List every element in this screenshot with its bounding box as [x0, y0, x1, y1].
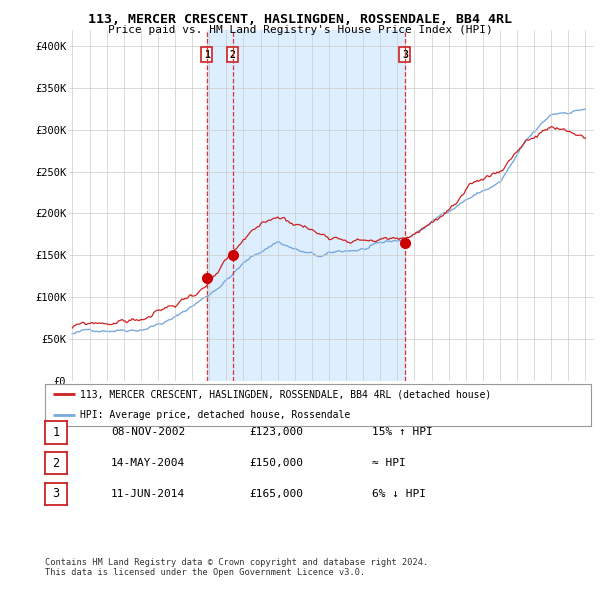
Text: 14-MAY-2004: 14-MAY-2004: [111, 458, 185, 468]
Text: 1: 1: [204, 50, 209, 60]
Text: 113, MERCER CRESCENT, HASLINGDEN, ROSSENDALE, BB4 4RL (detached house): 113, MERCER CRESCENT, HASLINGDEN, ROSSEN…: [80, 389, 492, 399]
Text: 113, MERCER CRESCENT, HASLINGDEN, ROSSENDALE, BB4 4RL: 113, MERCER CRESCENT, HASLINGDEN, ROSSEN…: [88, 13, 512, 26]
Text: £150,000: £150,000: [249, 458, 303, 468]
Text: Contains HM Land Registry data © Crown copyright and database right 2024.
This d: Contains HM Land Registry data © Crown c…: [45, 558, 428, 577]
Bar: [233, 30, 405, 381]
Text: HPI: Average price, detached house, Rossendale: HPI: Average price, detached house, Ross…: [80, 411, 351, 420]
Text: 2: 2: [230, 50, 236, 60]
Text: 11-JUN-2014: 11-JUN-2014: [111, 489, 185, 499]
Text: 3: 3: [402, 50, 408, 60]
Text: 08-NOV-2002: 08-NOV-2002: [111, 428, 185, 437]
Bar: [206, 30, 233, 381]
Text: 1: 1: [52, 426, 59, 439]
Text: 6% ↓ HPI: 6% ↓ HPI: [372, 489, 426, 499]
Text: 3: 3: [52, 487, 59, 500]
Text: Price paid vs. HM Land Registry's House Price Index (HPI): Price paid vs. HM Land Registry's House …: [107, 25, 493, 35]
Text: 15% ↑ HPI: 15% ↑ HPI: [372, 428, 433, 437]
Text: ≈ HPI: ≈ HPI: [372, 458, 406, 468]
Text: £123,000: £123,000: [249, 428, 303, 437]
Text: 2: 2: [52, 457, 59, 470]
Text: £165,000: £165,000: [249, 489, 303, 499]
